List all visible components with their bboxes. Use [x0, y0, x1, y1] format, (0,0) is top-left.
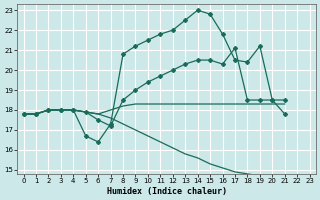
X-axis label: Humidex (Indice chaleur): Humidex (Indice chaleur)	[107, 187, 227, 196]
